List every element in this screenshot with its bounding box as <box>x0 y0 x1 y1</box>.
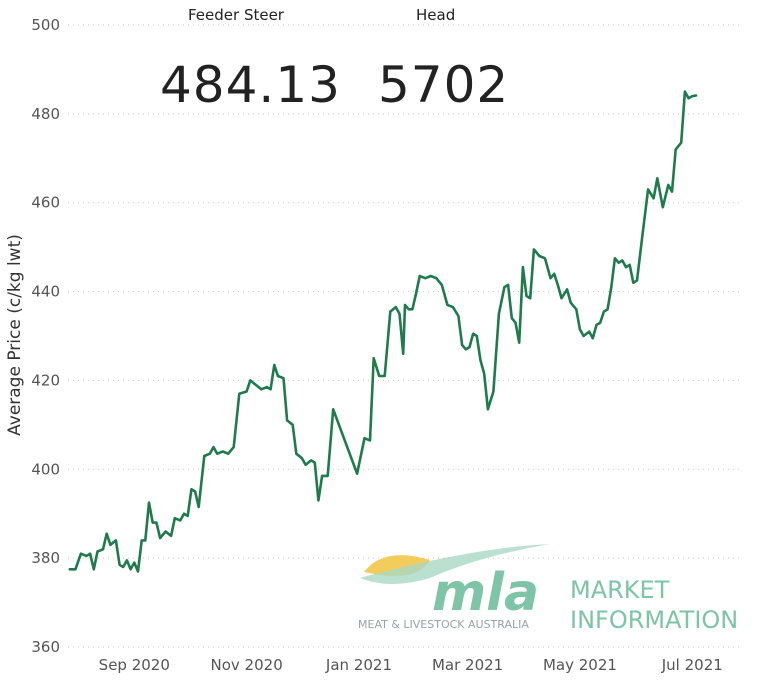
logo-mark: mla <box>432 563 539 623</box>
x-tick-label: Sep 2020 <box>99 656 170 674</box>
y-axis-label: Average Price (c/kg lwt) <box>5 234 25 436</box>
y-tick-label: 480 <box>31 105 60 123</box>
head-label: Head <box>416 6 456 24</box>
feeder-steer-value: 484.13 <box>160 56 341 114</box>
feeder-steer-label: Feeder Steer <box>188 6 284 24</box>
series-line <box>68 90 698 573</box>
y-tick-label: 500 <box>31 16 60 34</box>
x-tick-label: Jul 2021 <box>661 656 723 674</box>
field-swoosh <box>360 544 550 584</box>
market-text: MARKET <box>570 576 670 604</box>
x-tick-label: May 2021 <box>543 656 617 674</box>
x-tick-label: Jan 2021 <box>325 656 392 674</box>
x-tick-label: Mar 2021 <box>432 656 503 674</box>
y-tick-label: 360 <box>31 638 60 656</box>
mla-logo: mla MEAT & LIVESTOCK AUSTRALIA MARKET IN… <box>358 544 738 634</box>
information-text: INFORMATION <box>570 606 738 634</box>
y-tick-label: 380 <box>31 549 60 567</box>
x-tick-label: Nov 2020 <box>211 656 283 674</box>
x-axis-ticks: Sep 2020 Nov 2020 Jan 2021 Mar 2021 May 2021… <box>99 656 723 674</box>
y-tick-label: 420 <box>31 371 60 389</box>
y-tick-label: 400 <box>31 460 60 478</box>
logo-tagline: MEAT & LIVESTOCK AUSTRALIA <box>358 618 529 631</box>
head-value: 5702 <box>378 56 510 114</box>
y-axis-ticks: 360 380 400 420 440 460 480 500 <box>31 16 60 656</box>
y-tick-label: 460 <box>31 194 60 212</box>
y-tick-label: 440 <box>31 283 60 301</box>
